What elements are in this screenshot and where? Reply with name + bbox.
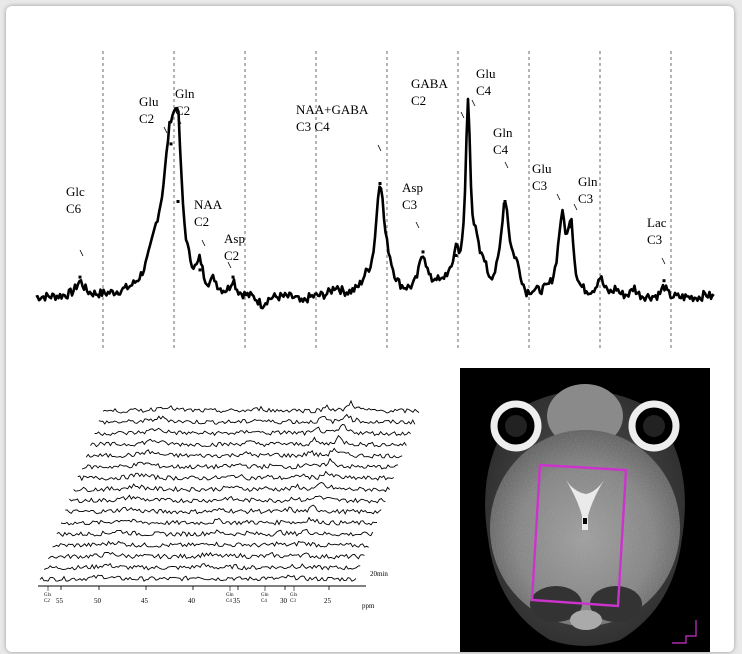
stack-trace-5	[60, 516, 378, 526]
peak-label-glu-c3-1: C3	[532, 178, 547, 193]
stack-trace-0	[39, 574, 357, 582]
stack-tick-label-2: 45	[141, 597, 149, 605]
peak-label-gln-c2-0: Gln	[175, 86, 195, 101]
spectrum-chart: Glc C6 Glu C2 Gln C2 NAA C2 Asp C2 NAA+GABA C3 C4 As…	[35, 51, 715, 348]
peak-label-glu-c2-1: C2	[139, 111, 154, 126]
stack-tick-label-6: 25	[324, 597, 332, 605]
stack-trace-7	[69, 494, 386, 504]
peak-pointer-glc-c6	[79, 249, 84, 257]
stack-trace-12	[90, 434, 407, 448]
peak-label-gaba-c2-0: GABA	[411, 76, 448, 91]
peak-pointer-gln-c4	[504, 161, 509, 169]
stack-trace-15	[102, 399, 420, 414]
peak-marker-glu-c3	[560, 214, 564, 218]
stack-trace-8	[73, 481, 390, 493]
peak-label-asp-c2-0: Asp	[224, 231, 245, 246]
stack-tick-label-3: 40	[188, 597, 196, 605]
time-label: 20min	[370, 570, 388, 578]
peak-pointer-glu-c4	[471, 99, 476, 107]
peak-pointer-glu-c2	[163, 126, 168, 134]
assign-tick-label-2-1: C4	[261, 599, 267, 604]
mri-brain-image	[460, 368, 710, 652]
stack-tick-label-4: 35	[233, 597, 241, 605]
ventricles	[566, 480, 604, 516]
peak-marker-asp-c3	[421, 250, 425, 254]
peak-label-glu-c4-1: C4	[476, 83, 492, 98]
peak-label-naa-gaba-c3c4-1: C3 C4	[296, 119, 330, 134]
peak-label-gln-c4-0: Gln	[493, 125, 513, 140]
peak-label-lac-c3-1: C3	[647, 232, 662, 247]
peak-pointer-gln-c3	[573, 203, 578, 211]
peak-label-asp-c3-0: Asp	[402, 180, 423, 195]
peak-pointer-glu-c3	[556, 193, 561, 201]
peak-pointer-asp-c2	[227, 261, 232, 269]
stack-trace-4	[56, 528, 374, 538]
peak-pointer-gln-c2	[177, 117, 182, 125]
assign-tick-label-1-0: Gln	[226, 593, 234, 598]
peak-label-gln-c4-1: C4	[493, 142, 509, 157]
peak-label-naa-gaba-c3c4-0: NAA+GABA	[296, 102, 369, 117]
peak-marker-lac-c3	[662, 279, 666, 283]
stack-tick-label-5: 30	[280, 597, 288, 605]
x-axis-label: ppm	[362, 602, 375, 610]
stack-trace-6	[65, 504, 382, 515]
peak-label-asp-c2-1: C2	[224, 248, 239, 263]
stack-trace-10	[81, 457, 399, 470]
peak-marker-glu-c2	[169, 142, 173, 146]
mrs-voxel	[530, 463, 628, 608]
peak-label-naa-c2-1: C2	[194, 214, 209, 229]
peak-label-gln-c3-0: Gln	[578, 174, 598, 189]
peak-pointer-lac-c3	[661, 257, 666, 265]
peak-label-glc-c6-1: C6	[66, 201, 82, 216]
peak-pointer-gaba-c2	[460, 111, 465, 119]
peak-label-gaba-c2-1: C2	[411, 93, 426, 108]
peak-labels: Glc C6 Glu C2 Gln C2 NAA C2 Asp C2 NAA+GABA C3 C4 As…	[66, 66, 667, 283]
peak-marker-naa-gaba-c3c4	[378, 182, 382, 185]
figure-card: Glc C6 Glu C2 Gln C2 NAA C2 Asp C2 NAA+GABA C3 C4 As…	[6, 6, 734, 652]
stacked-traces	[39, 399, 420, 582]
peak-pointer-naa-c2	[201, 239, 206, 247]
peak-marker-glc-c6	[78, 275, 82, 279]
assign-tick-label-2-0: Gln	[261, 593, 269, 598]
assign-tick-label-3-1: C3	[290, 599, 296, 604]
stack-tick-label-0: 55	[56, 597, 64, 605]
stack-trace-11	[85, 447, 403, 459]
peak-marker-gln-c4	[503, 200, 507, 203]
peak-pointer-asp-c3	[415, 221, 420, 229]
scale-marker	[672, 620, 697, 644]
grid-lines	[102, 51, 672, 348]
stack-trace-13	[94, 423, 411, 437]
stack-tick-label-1: 50	[94, 597, 102, 605]
peak-label-glu-c4-0: Glu	[476, 66, 496, 81]
assign-tick-label-3-0: Glx	[290, 593, 298, 598]
stack-trace-14	[98, 413, 416, 425]
peak-label-glc-c6-0: Glc	[66, 184, 85, 199]
spectrum-trace	[35, 97, 715, 310]
stack-trace-9	[77, 470, 395, 482]
assign-tick-label-1-1: C4	[226, 599, 232, 604]
peak-label-lac-c3-0: Lac	[647, 215, 667, 230]
peak-marker-gln-c3	[569, 225, 573, 229]
stack-trace-1	[44, 562, 361, 571]
assign-tick-label-0-1: C2	[44, 599, 50, 604]
stack-trace-3	[52, 540, 369, 548]
peak-label-glu-c2-0: Glu	[139, 94, 159, 109]
peak-marker-gaba-c2	[454, 254, 458, 257]
peak-label-gln-c2-1: C2	[175, 103, 190, 118]
peak-label-gln-c3-1: C3	[578, 191, 593, 206]
peak-label-naa-c2-0: NAA	[194, 197, 223, 212]
peak-marker-asp-c2	[231, 275, 235, 279]
peak-marker-glu-c4	[466, 110, 470, 113]
peak-marker-gln-c2	[176, 200, 180, 203]
stack-trace-2	[48, 551, 365, 560]
peak-label-asp-c3-1: C3	[402, 197, 417, 212]
peak-pointer-naa-gaba-c3c4	[377, 144, 382, 152]
assign-tick-label-0-0: Glx	[44, 593, 52, 598]
peak-label-glu-c3-0: Glu	[532, 161, 552, 176]
peak-marker-naa-c2	[198, 268, 202, 272]
